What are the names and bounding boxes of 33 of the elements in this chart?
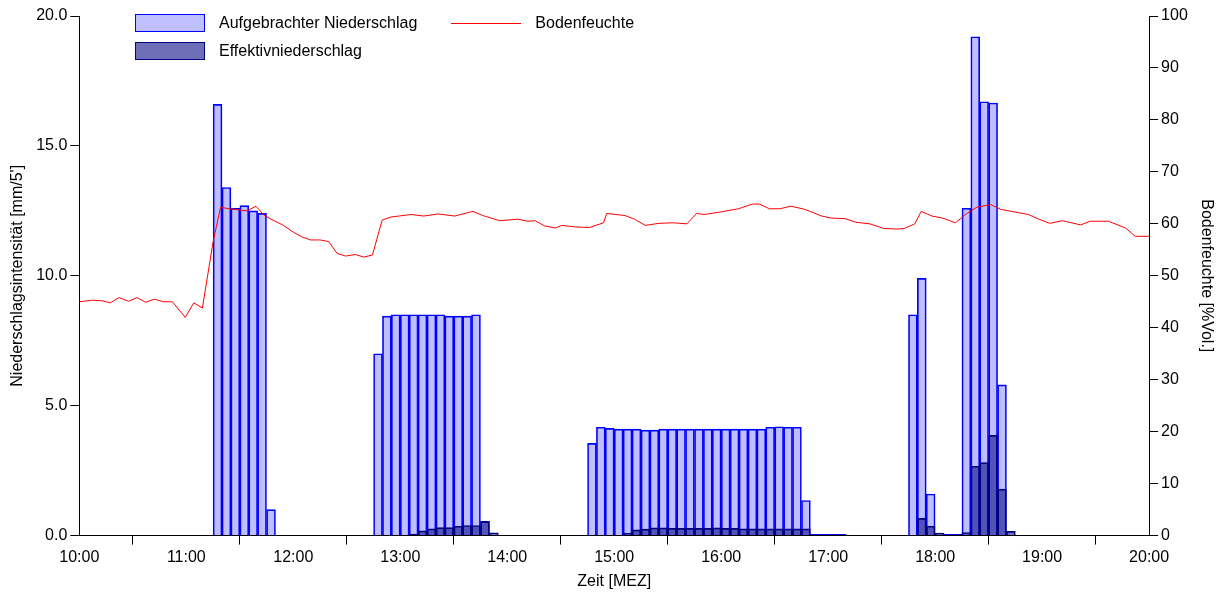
x-tick-label: 11:00 (166, 547, 206, 565)
y2-tick-label: 90 (1161, 58, 1179, 76)
x-axis-title: Zeit [MEZ] (577, 571, 652, 589)
y-tick-label: 5.0 (45, 396, 68, 414)
x-tick-label: 20:00 (1129, 547, 1170, 565)
x-tick-label: 16:00 (701, 547, 742, 565)
x-tick-label: 15:00 (594, 547, 635, 565)
y2-tick-label: 10 (1161, 474, 1179, 492)
legend-label: Aufgebrachter Niederschlag (219, 14, 418, 32)
legend-label: Effektivniederschlag (219, 42, 362, 60)
x-tick-label: 13:00 (380, 547, 421, 565)
x-tick-label: 18:00 (915, 547, 956, 565)
legend-label: Bodenfeuchte (535, 14, 635, 32)
y2-tick-label: 60 (1161, 214, 1179, 232)
y2-tick-label: 20 (1161, 422, 1179, 440)
y-tick-label: 15.0 (36, 136, 68, 154)
x-tick-label: 14:00 (487, 547, 528, 565)
y2-axis-title: Bodenfeuchte [%Vol.] (1198, 199, 1216, 353)
x-tick-label: 19:00 (1022, 547, 1063, 565)
y2-tick-label: 50 (1161, 266, 1179, 284)
x-tick-label: 17:00 (808, 547, 849, 565)
y2-tick-label: 30 (1161, 370, 1179, 388)
y-axis-title: Niederschlagsintensität [mm/5'] (8, 164, 26, 387)
y-tick-label: 0.0 (45, 526, 68, 544)
y2-tick-label: 0 (1161, 526, 1171, 544)
y2-tick-label: 70 (1161, 162, 1179, 180)
x-tick-label: 10:00 (59, 547, 100, 565)
y-tick-label: 20.0 (36, 6, 68, 24)
y2-tick-label: 100 (1161, 6, 1188, 24)
x-tick-label: 12:00 (273, 547, 314, 565)
y2-tick-label: 80 (1161, 110, 1179, 128)
y-tick-label: 10.0 (36, 266, 68, 284)
y2-tick-label: 40 (1161, 318, 1179, 336)
